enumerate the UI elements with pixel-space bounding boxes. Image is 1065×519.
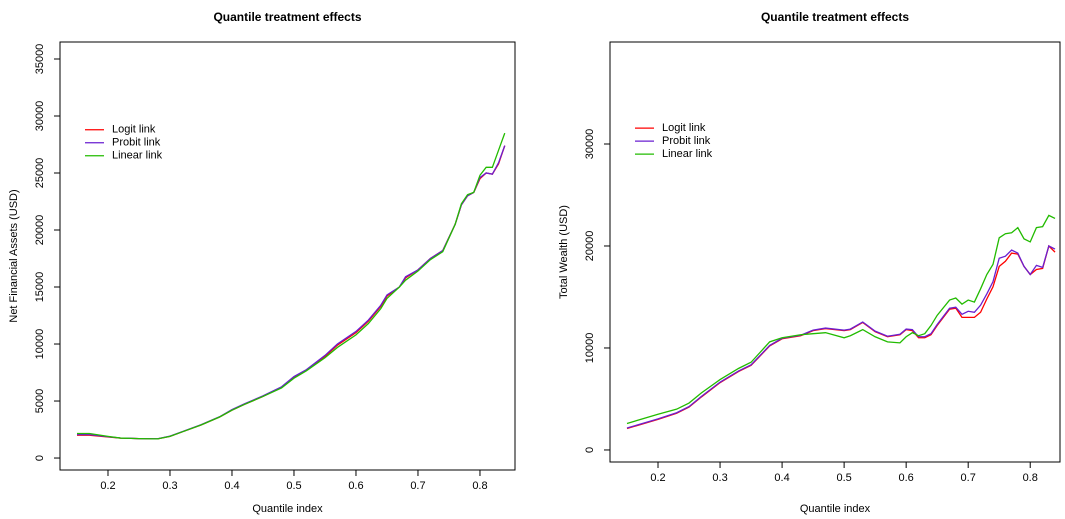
x-tick-label: 0.5 xyxy=(836,472,851,484)
x-tick-label: 0.8 xyxy=(472,480,487,492)
line-series xyxy=(76,145,506,440)
chart-title: Quantile treatment effects xyxy=(213,10,361,24)
x-tick-label: 0.6 xyxy=(899,472,914,484)
y-tick-label: 30000 xyxy=(34,101,46,132)
x-tick-label: 0.7 xyxy=(410,480,425,492)
y-tick-label: 15000 xyxy=(34,272,46,303)
chart-title: Quantile treatment effects xyxy=(761,10,909,24)
y-tick-label: 35000 xyxy=(34,44,46,75)
x-tick-label: 0.4 xyxy=(774,472,789,484)
legend-label: Logit link xyxy=(662,122,706,134)
y-tick-label: 20000 xyxy=(584,231,596,262)
y-tick-label: 0 xyxy=(584,447,596,453)
y-axis-title: Net Financial Assets (USD) xyxy=(8,189,20,322)
y-tick-label: 10000 xyxy=(34,329,46,360)
x-tick-label: 0.8 xyxy=(1023,472,1038,484)
x-tick-label: 0.2 xyxy=(650,472,665,484)
x-tick-label: 0.4 xyxy=(224,480,239,492)
y-tick-label: 20000 xyxy=(34,215,46,246)
legend-label: Linear link xyxy=(112,150,163,162)
line-series xyxy=(76,132,506,440)
legend-label: Logit link xyxy=(112,124,156,136)
line-series xyxy=(76,145,506,440)
legend-label: Linear link xyxy=(662,148,713,160)
line-series xyxy=(626,214,1056,425)
y-tick-label: 25000 xyxy=(34,158,46,189)
x-axis-title: Quantile index xyxy=(252,503,323,515)
line-series xyxy=(626,245,1056,429)
plot-box xyxy=(59,41,516,471)
legend-label: Probit link xyxy=(662,135,711,147)
y-axis-title: Total Wealth (USD) xyxy=(558,205,570,299)
y-tick-label: 5000 xyxy=(34,389,46,413)
x-tick-label: 0.3 xyxy=(162,480,177,492)
legend-label: Probit link xyxy=(112,137,161,149)
x-tick-label: 0.7 xyxy=(961,472,976,484)
y-tick-label: 30000 xyxy=(584,129,596,160)
x-tick-label: 0.5 xyxy=(286,480,301,492)
y-tick-label: 10000 xyxy=(584,333,596,364)
x-axis-title: Quantile index xyxy=(800,503,871,515)
x-tick-label: 0.2 xyxy=(100,480,115,492)
plot-box xyxy=(609,41,1061,463)
y-tick-label: 0 xyxy=(34,455,46,461)
x-tick-label: 0.6 xyxy=(348,480,363,492)
x-tick-label: 0.3 xyxy=(712,472,727,484)
